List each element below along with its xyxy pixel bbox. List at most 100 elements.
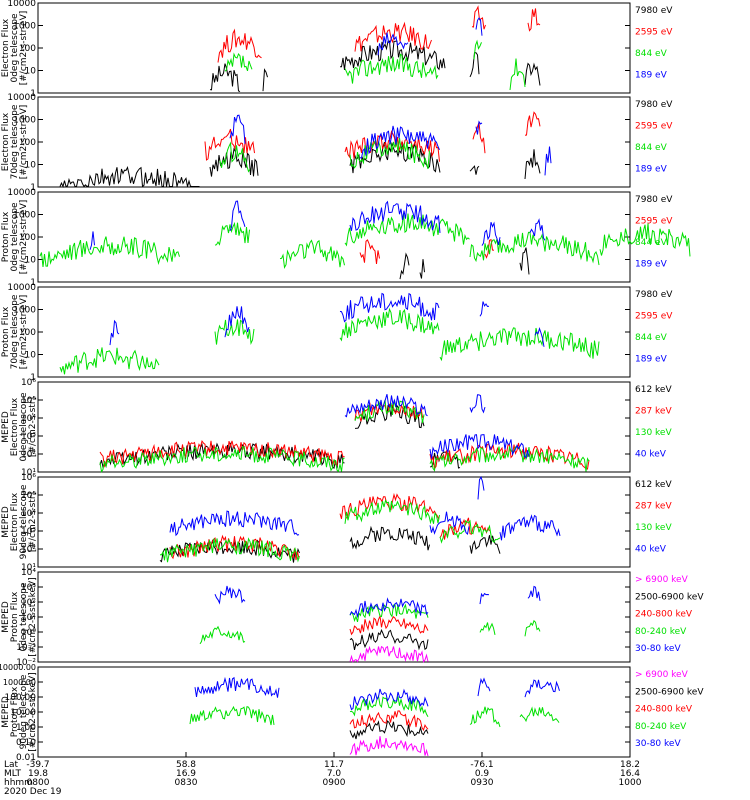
y-tick-label: 10⁵ (21, 396, 36, 406)
y-tick-label: 10³ (21, 432, 36, 442)
y-tick-label: 10² (21, 598, 36, 608)
y-tick-label: 100 (19, 328, 36, 338)
y-tick-label: 1 (30, 89, 36, 99)
lat-tick-label: -76.1 (470, 760, 493, 770)
series-189-eV (109, 292, 545, 347)
data-trace (344, 53, 439, 84)
y-tick-label: 10 (25, 351, 37, 361)
data-trace (469, 165, 480, 175)
y-tick-label: 1000.00 (3, 678, 36, 687)
data-trace (169, 510, 300, 537)
data-trace (399, 252, 410, 280)
y-tick-label: 10.00 (10, 708, 36, 718)
data-trace (469, 394, 486, 414)
data-trace (229, 200, 246, 231)
data-trace (209, 147, 259, 177)
series-7980-eV (59, 141, 541, 189)
series-2595-eV (217, 5, 541, 63)
plot-frame (37, 571, 631, 663)
y-tick-label: 10¹ (21, 563, 36, 573)
y-tick-label: 1000 (13, 22, 36, 32)
y-axis-label-line: 0deg telescope (19, 582, 29, 652)
y-axis-label-line: 0deg telescope (10, 202, 20, 272)
y-tick-label: 1 (30, 373, 36, 383)
legend-entry: 844 eV (635, 49, 668, 59)
lat-tick-label: -39.7 (26, 760, 49, 770)
y-tick-label: 10000.00 (0, 663, 36, 672)
legend-entry: > 6900 keV (635, 575, 689, 585)
y-tick-label: 10000 (7, 283, 36, 293)
series-189-eV (89, 200, 546, 250)
y-axis-label-line: 70deg telescope (10, 104, 20, 179)
data-trace (419, 259, 425, 279)
data-trace (479, 622, 496, 636)
data-trace (204, 128, 255, 161)
y-axis-label: Proton Flux0deg telescope[#/cm2-s-str-eV… (1, 200, 29, 275)
legend-entry: 240-800 keV (635, 610, 693, 620)
y-tick-label: 10 (25, 161, 37, 171)
y-tick-label: 10 (25, 67, 37, 77)
y-axis-label-line: 0deg telescope (19, 392, 29, 462)
y-axis-label-line: [#/cm2-s-str] (28, 397, 38, 457)
data-trace (349, 645, 429, 663)
data-trace (484, 238, 495, 259)
data-trace (527, 585, 541, 601)
y-axis-label-line: Electron Flux (1, 18, 11, 77)
data-trace (479, 301, 490, 317)
data-trace (524, 619, 541, 637)
data-trace (472, 122, 486, 154)
data-trace (349, 141, 441, 174)
series-130-keV (159, 499, 501, 563)
y-tick-label: 1000 (13, 211, 36, 221)
data-trace (359, 239, 380, 264)
data-trace (469, 535, 501, 554)
legend-entry: 30-80 keV (635, 644, 681, 654)
data-trace (262, 68, 268, 92)
y-axis-label-line: Proton Flux (10, 591, 20, 642)
series-40-keV (169, 476, 561, 541)
y-axis-label-line: MEPED (1, 601, 11, 633)
y-tick-label: 10⁶ (21, 473, 36, 483)
data-trace (199, 625, 246, 645)
series-130-keV (99, 399, 590, 473)
series-844-eV (59, 307, 600, 375)
y-tick-label: 10³ (21, 527, 36, 537)
data-trace (349, 597, 429, 619)
data-trace (224, 52, 253, 72)
data-trace (279, 239, 345, 269)
data-trace (349, 736, 429, 757)
y-tick-label: 10² (21, 450, 36, 460)
series--6900-keV (349, 736, 429, 757)
data-trace (349, 614, 429, 636)
legend-entry: 2595 eV (635, 121, 673, 131)
y-axis-label-line: 90deg telescope (19, 484, 29, 559)
data-trace (477, 677, 491, 697)
y-tick-label: 10⁻¹ (16, 643, 36, 653)
data-trace (349, 694, 429, 717)
legend-entry: 30-80 keV (635, 739, 681, 749)
data-trace (377, 32, 409, 56)
legend-entry: 7980 eV (635, 290, 673, 300)
data-trace (469, 706, 501, 728)
data-trace (599, 223, 691, 257)
hhmm-tick-label: 0900 (323, 778, 346, 788)
y-axis-label-line: MEPED (1, 506, 11, 538)
legend-entry: 844 eV (635, 333, 668, 343)
series-2500-6900-keV (349, 720, 429, 740)
y-tick-label: 1000 (13, 116, 36, 126)
series-240-800-keV (349, 614, 429, 636)
series-844-eV (39, 213, 691, 269)
data-trace (344, 499, 440, 525)
y-axis-label-line: [#/cm2-s-str-keV] (28, 672, 38, 751)
y-tick-label: 10000 (7, 0, 36, 9)
lat-tick-label: 58.8 (176, 760, 196, 770)
data-trace (469, 231, 600, 266)
series-40-keV (344, 394, 530, 459)
data-trace (359, 125, 440, 159)
legend-entry: 240-800 keV (635, 705, 693, 715)
y-tick-label: 10² (21, 545, 36, 555)
y-tick-label: 10 (25, 256, 37, 266)
y-axis-label-line: Proton Flux (10, 686, 20, 737)
data-trace (224, 306, 250, 338)
legend-entry: 7980 eV (635, 6, 673, 16)
